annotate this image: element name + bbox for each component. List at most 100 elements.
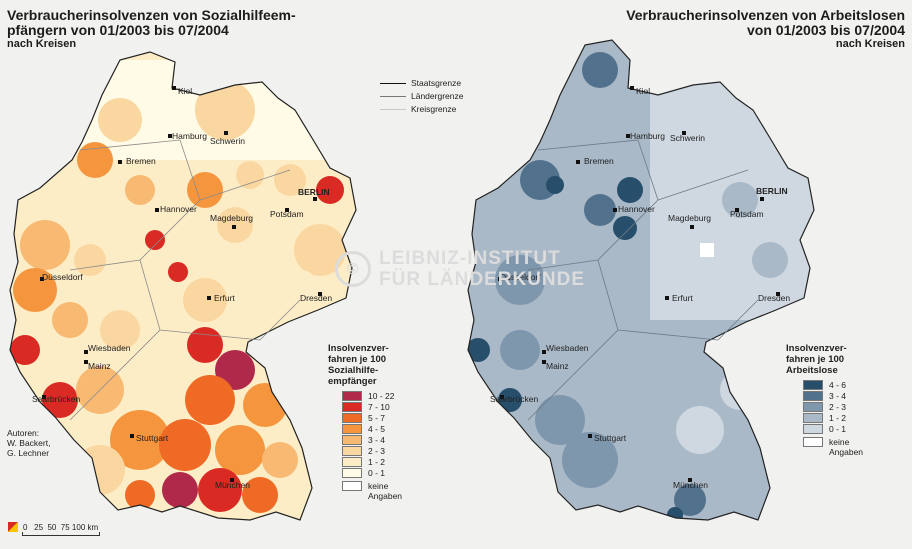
left-legend-item: 0 - 1 xyxy=(342,467,385,478)
legend-label: 0 - 1 xyxy=(368,467,386,478)
left-city-markers: Kiel Hamburg Schwerin Bremen BERLIN Pots… xyxy=(32,86,332,490)
left-no-data-1: keine xyxy=(368,481,389,491)
legend-swatch xyxy=(803,401,823,412)
legend-swatch xyxy=(342,412,362,423)
right-legend-title-2: fahren je 100 xyxy=(786,354,845,365)
left-legend-item: 2 - 3 xyxy=(342,445,385,456)
legend-swatch xyxy=(342,401,362,412)
right-subtitle: nach Kreisen xyxy=(835,38,905,50)
city-berlin: BERLIN xyxy=(298,187,330,197)
staatsgrenze-label: Staatsgrenze xyxy=(411,78,462,88)
watermark-line2: FÜR LÄNDERKUNDE xyxy=(379,269,586,290)
city-duesseldorf: Düsseldorf xyxy=(42,272,83,282)
city-potsdam-r: Potsdam xyxy=(730,209,764,219)
kreisgrenze-label: Kreisgrenze xyxy=(411,104,457,114)
left-legend-title-1: Insolvenzver- xyxy=(328,343,389,354)
left-legend-title: Insolvenzver- fahren je 100 Sozialhilfe-… xyxy=(328,343,389,387)
city-potsdam: Potsdam xyxy=(270,209,304,219)
right-city-markers: Kiel Hamburg Schwerin Bremen BERLIN Pots… xyxy=(490,86,790,490)
city-schwerin: Schwerin xyxy=(210,136,245,146)
city-magdeburg-r: Magdeburg xyxy=(668,213,711,223)
legend-label: 4 - 6 xyxy=(829,379,847,390)
left-map xyxy=(9,51,357,521)
right-legend-item: 4 - 6 xyxy=(803,379,846,390)
right-title-line2: von 01/2003 bis 07/2004 xyxy=(747,22,905,38)
city-hannover-r: Hannover xyxy=(618,204,655,214)
left-title-line1: Verbraucherinsolvenzen von Sozialhilfeem… xyxy=(7,7,296,23)
legend-swatch xyxy=(342,434,362,445)
city-hannover: Hannover xyxy=(160,204,197,214)
laendergrenze-label: Ländergrenze xyxy=(411,91,464,101)
legend-label: 0 - 1 xyxy=(829,423,847,434)
left-map-title: Verbraucherinsolvenzen von Sozialhilfeem… xyxy=(7,8,296,51)
boundary-legend-kreisgrenze: Kreisgrenze xyxy=(380,104,456,114)
legend-label: 10 - 22 xyxy=(368,390,395,401)
city-kiel: Kiel xyxy=(178,86,192,96)
left-subtitle: nach Kreisen xyxy=(7,38,77,50)
authors: Autoren: W. Backert, G. Lechner xyxy=(7,428,50,458)
boundary-legend-staatsgrenze: Staatsgrenze xyxy=(380,78,461,88)
scale-ticks: 0 25 50 75 100 km xyxy=(23,522,99,532)
city-stuttgart-r: Stuttgart xyxy=(594,433,627,443)
right-legend-no-data: keine Angaben xyxy=(803,437,863,457)
right-map-title: Verbraucherinsolvenzen von Arbeitslosen … xyxy=(626,8,905,51)
left-legend-item: 3 - 4 xyxy=(342,434,385,445)
city-duesseldorf-r: Düsseldorf xyxy=(500,272,541,282)
no-data-swatch-r xyxy=(803,437,823,447)
city-erfurt-r: Erfurt xyxy=(672,293,693,303)
city-wiesbaden: Wiesbaden xyxy=(88,343,131,353)
left-legend-item: 5 - 7 xyxy=(342,412,385,423)
legend-label: 1 - 2 xyxy=(368,456,386,467)
scale-line xyxy=(22,532,100,536)
city-schwerin-r: Schwerin xyxy=(670,133,705,143)
left-no-data-2: Angaben xyxy=(368,491,403,501)
watermark-line1: LEIBNIZ-INSTITUT xyxy=(379,248,561,269)
germany-locator-icon xyxy=(8,522,18,532)
authors-line1: Autoren: xyxy=(7,428,40,438)
city-wiesbaden-r: Wiesbaden xyxy=(546,343,589,353)
left-legend-title-4: empfänger xyxy=(328,376,377,387)
legend-swatch xyxy=(342,390,362,401)
left-title-line2: pfängern von 01/2003 bis 07/2004 xyxy=(7,22,229,38)
city-muenchen: München xyxy=(215,480,250,490)
city-hamburg-r: Hamburg xyxy=(630,131,665,141)
no-data-swatch xyxy=(342,481,362,491)
city-erfurt: Erfurt xyxy=(214,293,235,303)
state-border-line xyxy=(380,82,406,84)
city-muenchen-r: München xyxy=(673,480,708,490)
legend-swatch xyxy=(342,456,362,467)
left-legend-no-data: keine Angaben xyxy=(342,481,402,501)
right-map xyxy=(467,39,815,521)
legend-swatch xyxy=(803,423,823,434)
city-dresden-r: Dresden xyxy=(758,293,790,303)
authors-line2: W. Backert, xyxy=(7,438,51,448)
legend-swatch xyxy=(342,423,362,434)
right-no-data-1: keine xyxy=(829,437,850,447)
watermark: © LEIBNIZ-INSTITUT FÜR LÄNDERKUNDE xyxy=(335,248,585,290)
right-legend-title-1: Insolvenzver- xyxy=(786,343,847,354)
right-no-data-2: Angaben xyxy=(829,447,864,457)
legend-label: 3 - 4 xyxy=(368,434,386,445)
city-dresden: Dresden xyxy=(300,293,332,303)
city-berlin-r: BERLIN xyxy=(756,186,788,196)
right-legend-item: 0 - 1 xyxy=(803,423,846,434)
left-legend-item: 10 - 22 xyxy=(342,390,394,401)
copyright-icon: © xyxy=(335,251,371,287)
legend-swatch xyxy=(803,379,823,390)
kreis-border-line xyxy=(380,108,406,110)
city-mainz: Mainz xyxy=(88,361,111,371)
boundary-legend-laendergrenze: Ländergrenze xyxy=(380,91,463,101)
left-legend-title-2: fahren je 100 xyxy=(328,354,387,365)
city-hamburg: Hamburg xyxy=(172,131,207,141)
city-magdeburg: Magdeburg xyxy=(210,213,253,223)
legend-label: 1 - 2 xyxy=(829,412,847,423)
city-bremen: Bremen xyxy=(126,156,156,166)
right-title-line1: Verbraucherinsolvenzen von Arbeitslosen xyxy=(626,7,905,23)
city-saarbruecken: Saarbrücken xyxy=(32,394,80,404)
legend-label: 7 - 10 xyxy=(368,401,390,412)
legend-swatch xyxy=(803,412,823,423)
city-stuttgart: Stuttgart xyxy=(136,433,169,443)
legend-label: 3 - 4 xyxy=(829,390,847,401)
legend-swatch xyxy=(342,445,362,456)
